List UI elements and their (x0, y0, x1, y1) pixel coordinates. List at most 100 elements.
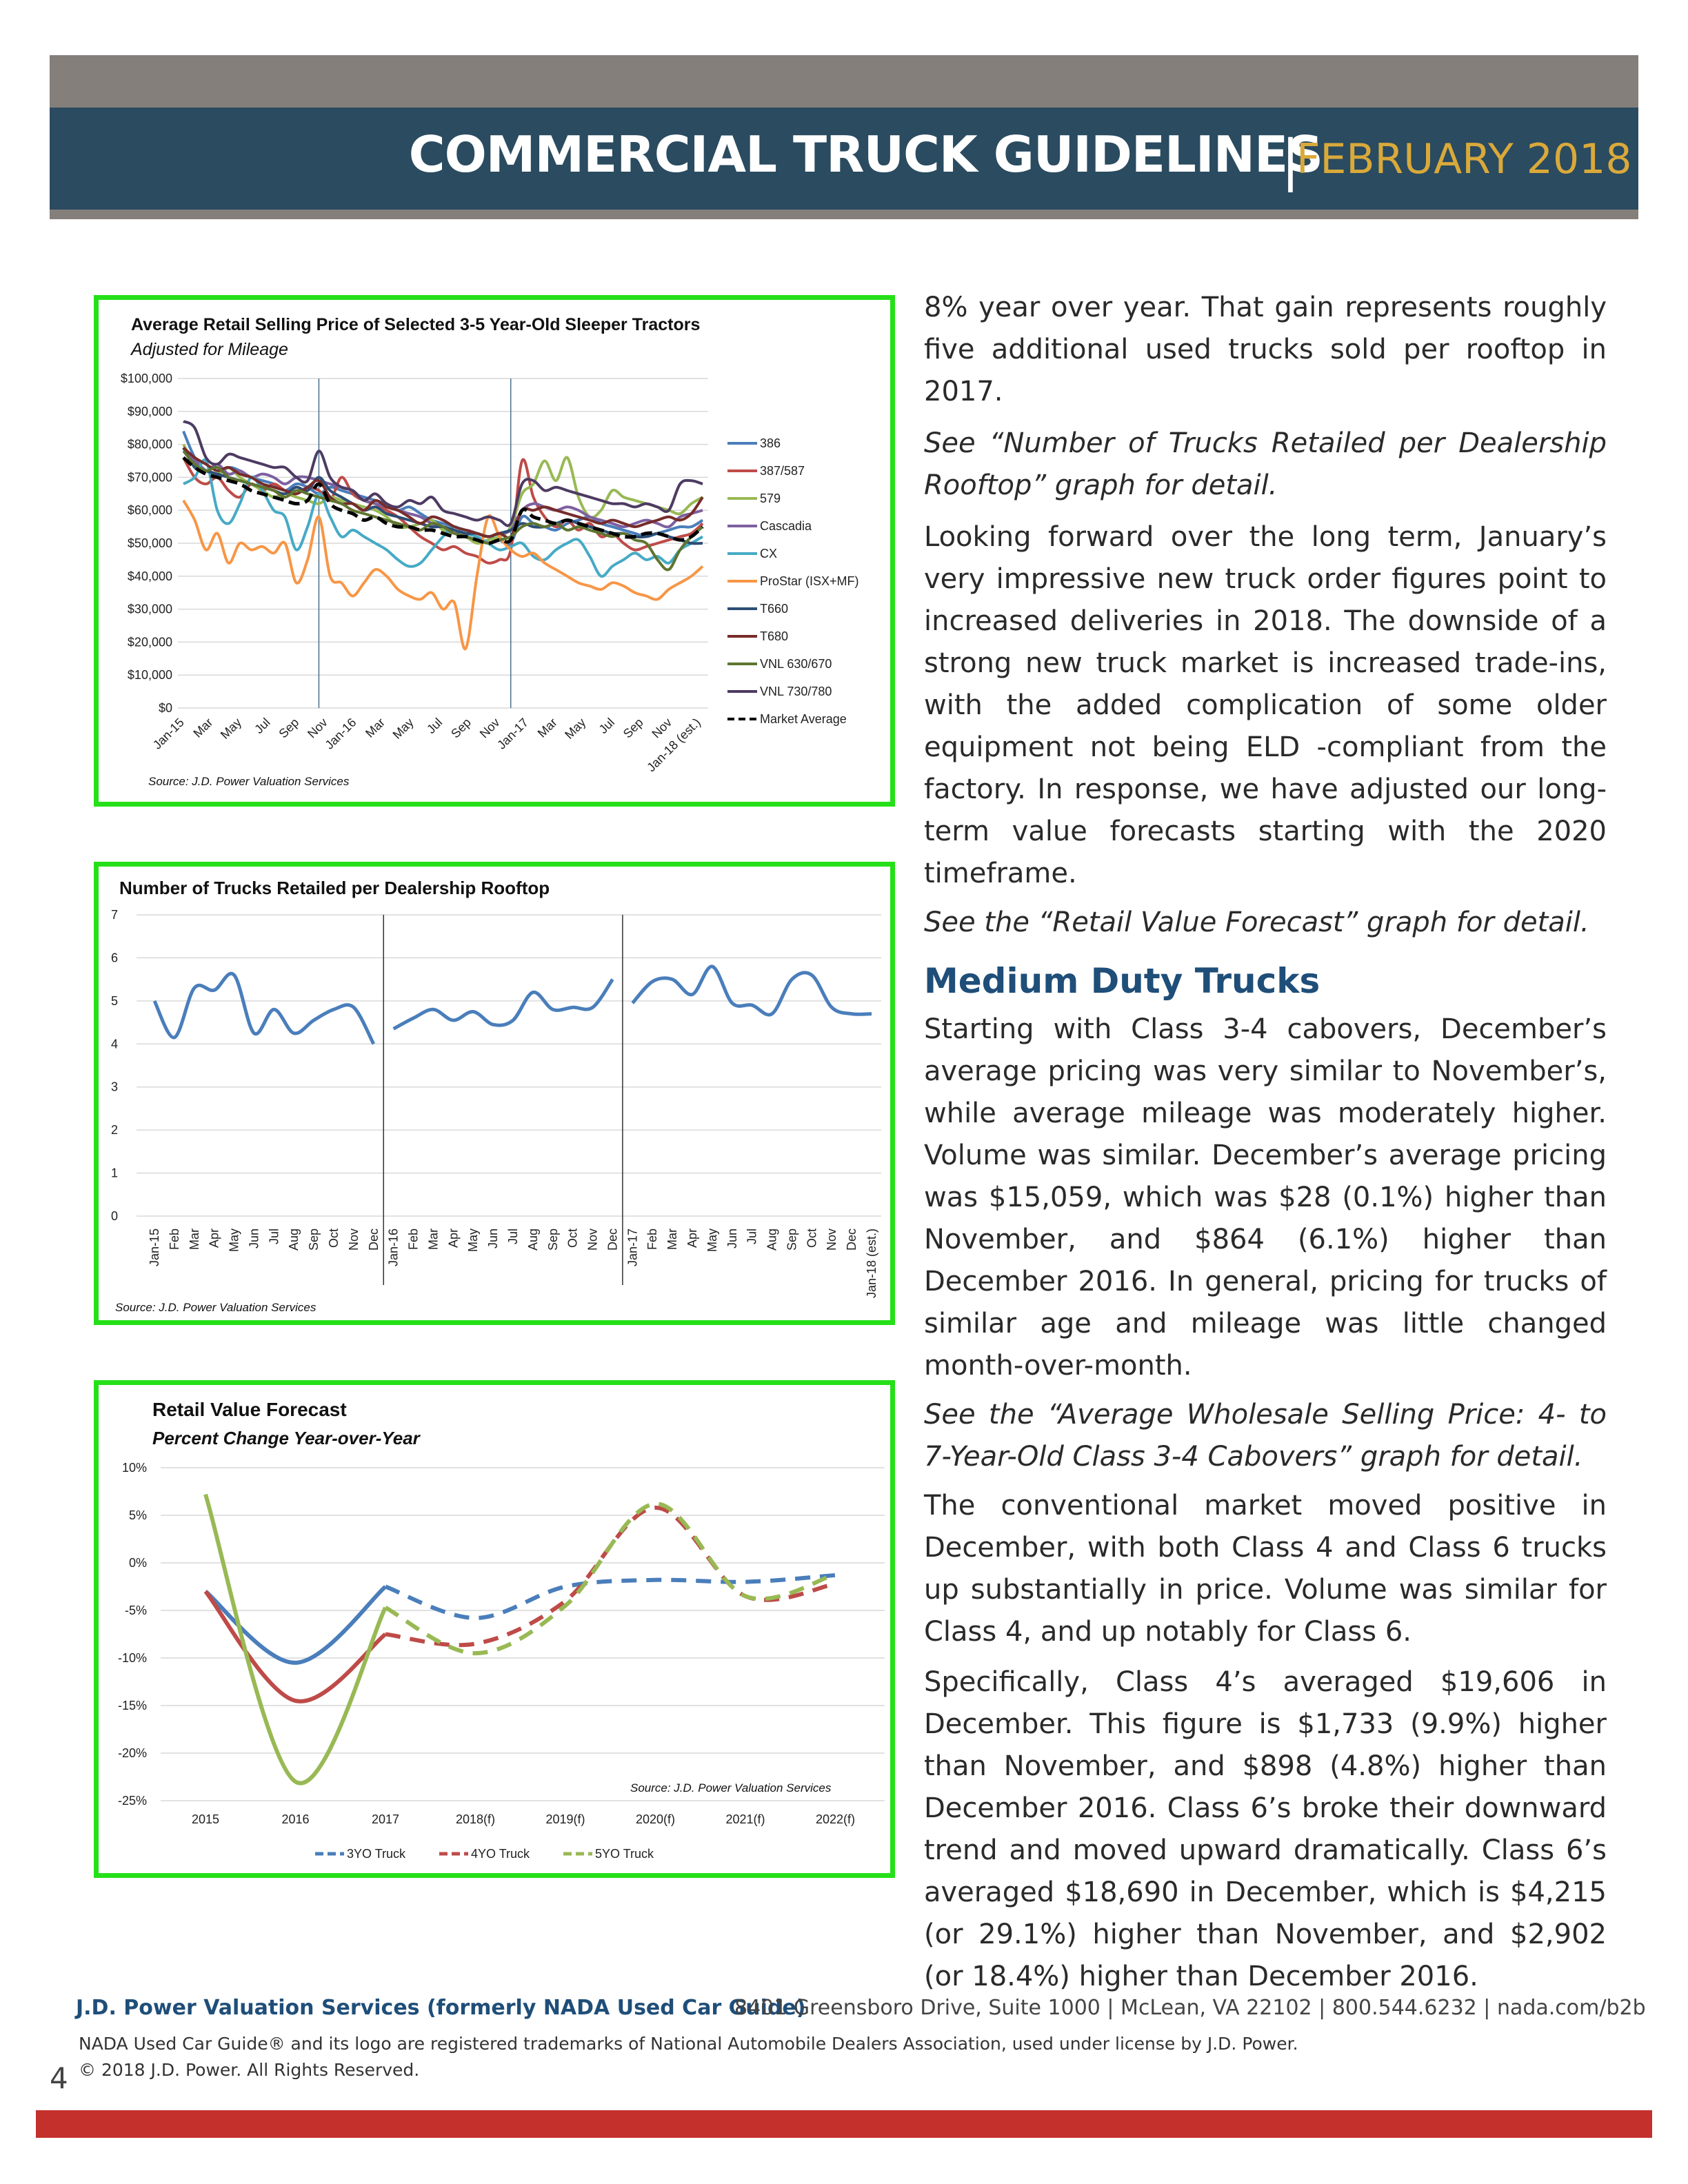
paragraph: 8% year over year. That gain represents … (924, 292, 1607, 407)
y-tick-label: 5 (111, 994, 118, 1008)
series-line-forecast (385, 1505, 836, 1648)
y-tick-label: 3 (111, 1080, 118, 1094)
graph-reference: See “Number of Trucks Retailed per Deale… (924, 427, 1607, 501)
x-tick-label: Jan-18 (est.) (865, 1228, 878, 1298)
chart-subtitle: Adjusted for Mileage (130, 340, 288, 359)
y-tick-label: $20,000 (128, 635, 172, 649)
x-tick-label: Oct (805, 1228, 818, 1248)
issue-date: FEBRUARY 2018 (1296, 135, 1632, 183)
graph-reference: See the “Average Wholesale Selling Price… (924, 1399, 1607, 1473)
legend-label: T660 (760, 602, 788, 616)
x-tick-label: Jul (596, 716, 617, 736)
chart-title: Number of Trucks Retailed per Dealership… (119, 878, 550, 898)
x-tick-label: Jun (247, 1228, 261, 1248)
sleeper-price-chart: Average Retail Selling Price of Selected… (94, 295, 895, 807)
retail-value-forecast-chart: Retail Value Forecast Percent Change Yea… (94, 1380, 895, 1878)
x-tick-label: Sep (546, 1228, 560, 1251)
chart-source: Source: J.D. Power Valuation Services (115, 1301, 316, 1314)
legend-label: VNL 630/670 (760, 657, 832, 671)
x-tick-label: Jul (424, 716, 445, 736)
x-tick-label: Nov (649, 716, 674, 741)
x-tick-label: Apr (446, 1228, 460, 1248)
graph-reference: See the “Retail Value Forecast” graph fo… (924, 907, 1589, 938)
title-separator: | (1281, 128, 1300, 192)
x-tick-label: May (218, 716, 244, 742)
x-tick-label: 2019(f) (545, 1812, 585, 1826)
y-tick-label: $70,000 (128, 470, 172, 484)
x-tick-label: Feb (407, 1228, 421, 1250)
article-column: 8% year over year. That gain represents … (924, 287, 1607, 1998)
series-line (392, 978, 614, 1031)
x-tick-label: 2020(f) (636, 1812, 675, 1826)
x-tick-label: Dec (367, 1228, 381, 1251)
series-line-actual (203, 1493, 388, 1786)
x-tick-label: Dec (605, 1228, 619, 1251)
section-heading: Medium Duty Trucks (924, 961, 1320, 1001)
footer-address: 8401 Greensboro Drive, Suite 1000 | McLe… (734, 1996, 1646, 2020)
y-tick-label: -15% (118, 1699, 147, 1712)
series-line-actual (203, 1590, 387, 1703)
series-line (182, 446, 704, 540)
footer-trademark: NADA Used Car Guide® and its logo are re… (79, 2034, 1298, 2054)
trucks-per-rooftop-chart-svg: Number of Trucks Retailed per Dealership… (111, 878, 881, 1314)
x-tick-label: Feb (645, 1228, 659, 1250)
x-tick-label: Jul (267, 1228, 281, 1244)
legend-label: 386 (760, 436, 781, 450)
y-tick-label: $80,000 (128, 438, 172, 452)
legend-label: Cascadia (760, 519, 812, 533)
y-tick-label: $40,000 (128, 569, 172, 583)
y-tick-label: -20% (118, 1746, 147, 1760)
header-top-band (50, 55, 1638, 108)
legend-label: 579 (760, 492, 781, 505)
x-tick-label: Nov (477, 716, 503, 741)
y-tick-label: $90,000 (128, 405, 172, 418)
legend-label: VNL 730/780 (760, 685, 832, 698)
x-tick-label: Jan-15 (150, 716, 187, 752)
paragraph: Specifically, Class 4’s averaged $19,606… (924, 1666, 1607, 1992)
y-tick-label: 2 (111, 1123, 118, 1137)
x-tick-label: Mar (363, 716, 388, 740)
legend-label: 3YO Truck (347, 1847, 406, 1861)
footer-company: J.D. Power Valuation Services (formerly … (76, 1996, 806, 2020)
legend-label: CX (760, 547, 777, 560)
legend-label: 5YO Truck (595, 1847, 654, 1861)
x-tick-label: Feb (168, 1228, 181, 1250)
series-line (182, 420, 703, 527)
series-line-forecast (384, 1502, 836, 1656)
page-number: 4 (50, 2061, 68, 2095)
page-title: COMMERCIAL TRUCK GUIDELINES (408, 125, 1323, 183)
x-tick-label: Sep (307, 1228, 321, 1251)
x-tick-label: 2021(f) (725, 1812, 765, 1826)
x-tick-label: Jul (745, 1228, 759, 1244)
series-line (182, 456, 704, 545)
x-tick-label: Jul (252, 716, 272, 736)
x-tick-label: Mar (188, 1228, 201, 1250)
x-tick-label: May (562, 716, 588, 742)
x-tick-label: Oct (566, 1228, 580, 1248)
footer-bar (36, 2110, 1652, 2138)
x-tick-label: Nov (825, 1228, 838, 1251)
x-tick-label: Jun (486, 1228, 500, 1248)
header-bottom-band (50, 210, 1638, 219)
x-tick-label: May (390, 716, 416, 742)
x-tick-label: Jan-17 (494, 716, 531, 752)
x-tick-label: Nov (305, 716, 330, 741)
x-tick-label: Mar (535, 716, 560, 740)
x-tick-label: Sep (785, 1228, 798, 1251)
x-tick-label: Jan-15 (148, 1228, 161, 1266)
legend-label: 4YO Truck (471, 1847, 530, 1861)
y-tick-label: -25% (118, 1794, 147, 1808)
x-tick-label: 2018(f) (456, 1812, 495, 1826)
paragraph: Looking forward over the long term, Janu… (924, 521, 1607, 889)
y-tick-label: 6 (111, 951, 118, 964)
series-line (182, 499, 704, 651)
legend-label: 387/587 (760, 464, 805, 478)
y-tick-label: $0 (159, 701, 172, 715)
x-tick-label: Nov (347, 1228, 361, 1251)
legend-label: T680 (760, 629, 788, 643)
chart-source: Source: J.D. Power Valuation Services (630, 1781, 832, 1794)
x-tick-label: May (228, 1228, 241, 1252)
x-tick-label: Jan-17 (625, 1228, 639, 1266)
x-tick-label: Oct (327, 1228, 341, 1248)
footer-copyright: © 2018 J.D. Power. All Rights Reserved. (79, 2060, 420, 2080)
